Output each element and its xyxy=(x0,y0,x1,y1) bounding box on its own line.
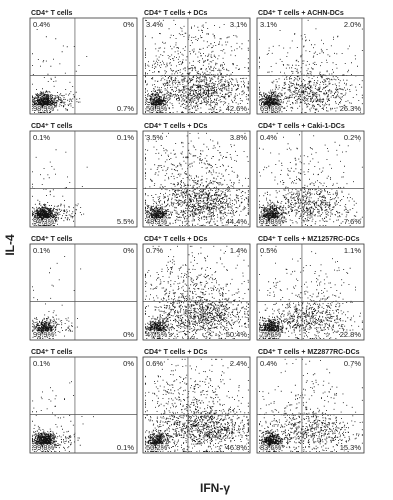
dot-cloud xyxy=(259,358,363,452)
quadrant-percent: 0.1% xyxy=(117,443,134,452)
quadrant-percent: 0.4% xyxy=(260,133,277,142)
quadrant-percent: 0% xyxy=(123,20,134,29)
quadrant-percent: 3.5% xyxy=(146,133,163,142)
quadrant-percent: 99.9% xyxy=(33,330,55,339)
panel: CD4⁺ T cells 0.1% 0% 99.8% 0.1% xyxy=(29,349,138,454)
panel: CD4⁺ T cells + Caki-1-DCs 0.4% 0.2% 91.8% 7.… xyxy=(256,123,365,228)
quadrant-percent: 0% xyxy=(123,330,134,339)
quadrant-percent: 0.4% xyxy=(260,359,277,368)
quadrant-percent: 0.5% xyxy=(260,246,277,255)
y-axis-label: IL-4 xyxy=(3,234,17,256)
quadrant-percent: 48.3% xyxy=(146,217,168,226)
quadrant-percent: 0% xyxy=(123,246,134,255)
quadrant-percent: 0.1% xyxy=(33,359,50,368)
panel: CD4⁺ T cells 0.1% 0% 99.9% 0% xyxy=(29,236,138,341)
quadrant-percent: 22.8% xyxy=(340,330,362,339)
quadrant-percent: 7.6% xyxy=(344,217,361,226)
quadrant-percent: 50.4% xyxy=(226,330,248,339)
quadrant-percent: 99.8% xyxy=(33,443,55,452)
panel-title: CD4⁺ T cells xyxy=(31,236,73,243)
panel-title: CD4⁺ T cells + MZ1257RC-DCs xyxy=(258,236,360,243)
panel: CD4⁺ T cells + ACHN-DCs 3.1% 2.0% 69.6% 26.3… xyxy=(256,10,365,115)
quadrant-percent: 46.8% xyxy=(226,443,248,452)
panel: CD4⁺ T cells 0.4% 0% 98.9% 0.7% xyxy=(29,10,138,115)
dot-cloud xyxy=(145,132,249,226)
panel-title: CD4⁺ T cells xyxy=(31,123,73,130)
quadrant-percent: 26.3% xyxy=(340,104,362,113)
quadrant-percent: 75.6% xyxy=(260,330,282,339)
quadrant-percent: 0.1% xyxy=(33,246,50,255)
panel: CD4⁺ T cells + DCs 0.7% 1.4% 47.5% 50.4% xyxy=(142,236,251,341)
quadrant-percent: 3.1% xyxy=(230,20,247,29)
panel: CD4⁺ T cells + DCs 0.6% 2.4% 50.2% 46.8% xyxy=(142,349,251,454)
quadrant-percent: 83.6% xyxy=(260,443,282,452)
quadrant-percent: 69.6% xyxy=(260,104,282,113)
dot-cloud xyxy=(32,365,94,452)
quadrant-percent: 47.5% xyxy=(146,330,168,339)
quadrant-percent: 0.1% xyxy=(33,133,50,142)
dot-cloud xyxy=(32,22,88,114)
quadrant-percent: 3.1% xyxy=(260,20,277,29)
panel-title: CD4⁺ T cells + DCs xyxy=(144,349,208,356)
panel-title: CD4⁺ T cells xyxy=(31,349,73,356)
panel: CD4⁺ T cells + MZ2877RC-DCs 0.4% 0.7% 83.6%… xyxy=(256,349,365,454)
quadrant-percent: 2.4% xyxy=(230,359,247,368)
dot-cloud xyxy=(145,358,249,452)
quadrant-percent: 3.4% xyxy=(146,20,163,29)
quadrant-percent: 0.7% xyxy=(344,359,361,368)
quadrant-percent: 94.3% xyxy=(33,217,55,226)
panel-title: CD4⁺ T cells + DCs xyxy=(144,10,208,17)
panel: CD4⁺ T cells + DCs 3.5% 3.8% 48.3% 44.4% xyxy=(142,123,251,228)
dot-cloud xyxy=(259,245,363,339)
quadrant-percent: 50.2% xyxy=(146,443,168,452)
quadrant-percent: 0.6% xyxy=(146,359,163,368)
quadrant-percent: 0.7% xyxy=(117,104,134,113)
plot-frame xyxy=(256,356,365,454)
quadrant-percent: 1.1% xyxy=(344,246,361,255)
quadrant-percent: 5.5% xyxy=(117,217,134,226)
x-axis-label: IFN-γ xyxy=(200,481,230,495)
quadrant-percent: 1.4% xyxy=(230,246,247,255)
panel-title: CD4⁺ T cells + ACHN-DCs xyxy=(258,10,344,17)
quadrant-percent: 0.7% xyxy=(146,246,163,255)
panel-title: CD4⁺ T cells + DCs xyxy=(144,236,208,243)
quadrant-percent: 15.3% xyxy=(340,443,362,452)
quadrant-percent: 3.8% xyxy=(230,133,247,142)
panel: CD4⁺ T cells + MZ1257RC-DCs 0.5% 1.1% 75.6%… xyxy=(256,236,365,341)
quadrant-percent: 42.6% xyxy=(226,104,248,113)
panel-title: CD4⁺ T cells + MZ2877RC-DCs xyxy=(258,349,360,356)
quadrant-percent: 91.8% xyxy=(260,217,282,226)
quadrant-percent: 50.9% xyxy=(146,104,168,113)
dot-cloud xyxy=(145,19,249,113)
dot-cloud xyxy=(145,245,249,339)
quadrant-percent: 0% xyxy=(123,359,134,368)
quadrant-percent: 98.9% xyxy=(33,104,55,113)
panel-title: CD4⁺ T cells xyxy=(31,10,73,17)
plot-frame xyxy=(29,130,138,228)
panel-title: CD4⁺ T cells + Caki-1-DCs xyxy=(258,123,345,130)
dot-cloud xyxy=(259,19,363,113)
panel-title: CD4⁺ T cells + DCs xyxy=(144,123,208,130)
quadrant-percent: 2.0% xyxy=(344,20,361,29)
quadrant-percent: 0.2% xyxy=(344,133,361,142)
panel: CD4⁺ T cells 0.1% 0.1% 94.3% 5.5% xyxy=(29,123,138,228)
quadrant-percent: 0.1% xyxy=(117,133,134,142)
panel: CD4⁺ T cells + DCs 3.4% 3.1% 50.9% 42.6% xyxy=(142,10,251,115)
quadrant-percent: 0.4% xyxy=(33,20,50,29)
quadrant-percent: 44.4% xyxy=(226,217,248,226)
dot-cloud xyxy=(259,132,363,226)
dot-cloud xyxy=(32,256,82,339)
dot-cloud xyxy=(32,149,88,226)
